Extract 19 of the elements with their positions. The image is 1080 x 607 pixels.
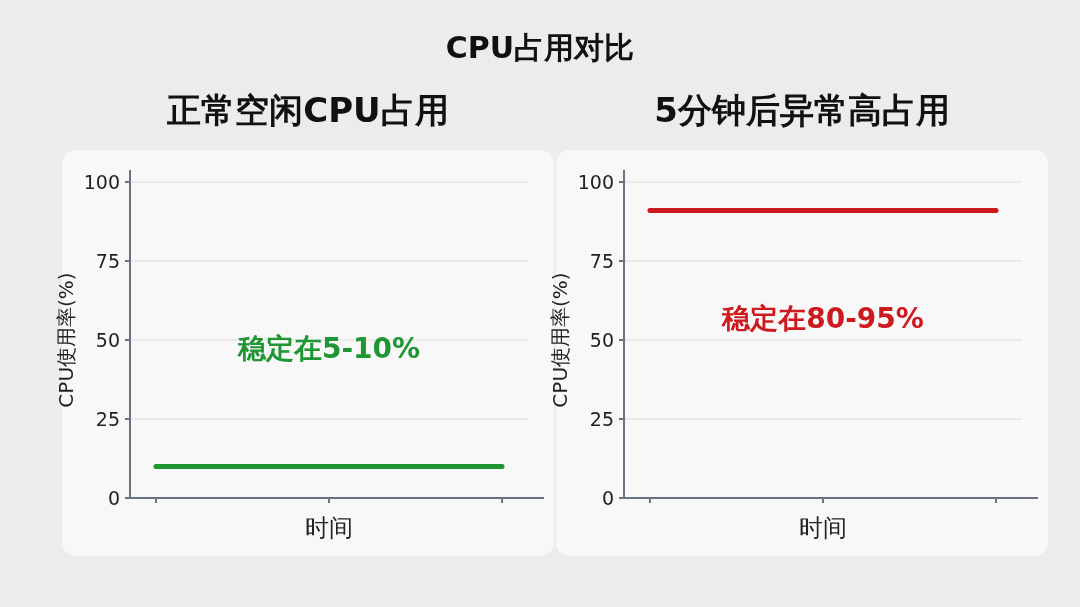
chart-subtitle: 5分钟后异常高占用	[654, 90, 950, 130]
y-tick-label: 75	[589, 249, 614, 272]
annotation: 稳定在80-95%	[721, 301, 924, 335]
y-tick-label: 75	[95, 249, 120, 272]
y-tick-label: 25	[95, 407, 120, 430]
y-axis-title: CPU使用率(%)	[54, 272, 78, 408]
y-axis-title: CPU使用率(%)	[548, 272, 572, 408]
y-tick-label: 50	[589, 328, 614, 351]
y-tick-label: 0	[601, 486, 614, 509]
chart-title: CPU占用对比	[445, 30, 635, 65]
chart-subtitle: 正常空闲CPU占用	[166, 90, 449, 130]
y-tick-label: 100	[83, 170, 120, 193]
annotation: 稳定在5-10%	[236, 331, 421, 365]
y-tick-label: 100	[577, 170, 614, 193]
y-tick-label: 0	[107, 486, 120, 509]
x-axis-title: 时间	[799, 514, 847, 542]
x-axis-title: 时间	[305, 514, 353, 542]
y-tick-label: 25	[589, 407, 614, 430]
y-tick-label: 50	[95, 328, 120, 351]
